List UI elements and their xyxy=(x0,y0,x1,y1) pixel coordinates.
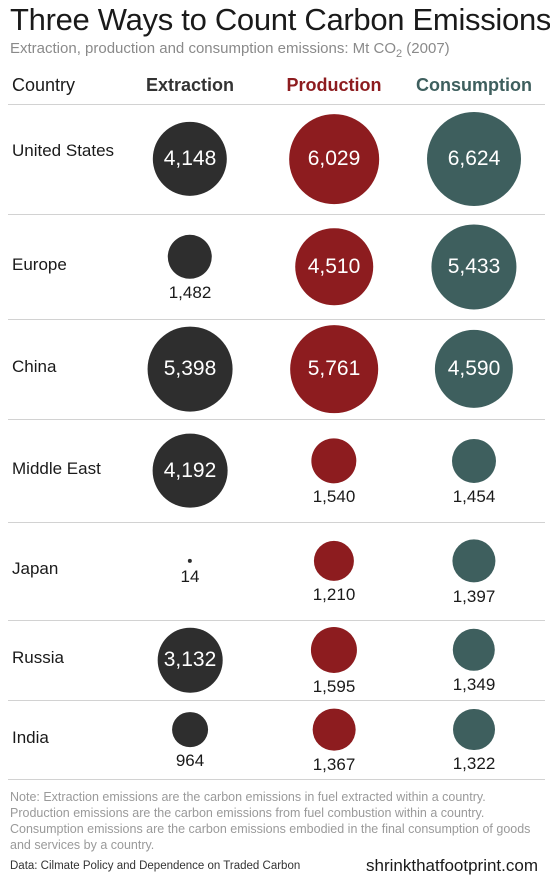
extraction-bubble xyxy=(172,711,208,748)
production-value-label: 1,367 xyxy=(312,754,356,774)
subtitle-suffix: (2007) xyxy=(402,40,450,57)
row-divider xyxy=(8,214,545,215)
footnote: Note: Extraction emissions are the carbo… xyxy=(10,790,531,852)
production-value-label: 1,595 xyxy=(312,677,356,697)
chart-title: Three Ways to Count Carbon Emissions xyxy=(10,2,550,37)
consumption-value-label: 1,322 xyxy=(452,754,496,774)
subtitle-prefix: Extraction, production and consumption e… xyxy=(10,40,397,57)
production-bubble xyxy=(311,437,357,484)
consumption-bubble xyxy=(452,628,496,672)
production-value-label: 1,210 xyxy=(312,585,356,605)
extraction-value-label: 3,132 xyxy=(163,648,217,671)
row-divider xyxy=(8,419,545,420)
production-value-label: 6,029 xyxy=(307,147,361,170)
column-header-country: Country xyxy=(12,75,76,95)
country-label: Russia xyxy=(12,648,64,667)
extraction-value-label: 1,482 xyxy=(168,282,212,302)
extraction-bubble xyxy=(152,433,228,508)
row-divider xyxy=(8,104,545,105)
production-bubble xyxy=(310,626,358,674)
consumption-bubble xyxy=(451,438,497,483)
production-bubble xyxy=(295,227,373,306)
column-header-extraction: Extraction xyxy=(145,75,235,95)
production-value-label: 5,761 xyxy=(307,357,361,380)
production-value-label: 4,510 xyxy=(307,254,361,278)
consumption-bubble xyxy=(431,223,517,310)
site-credit: shrinkthatfootprint.com xyxy=(366,856,538,875)
extraction-bubble xyxy=(147,326,233,412)
extraction-value-label: 964 xyxy=(175,751,205,771)
extraction-bubble xyxy=(187,558,193,564)
consumption-value-label: 5,433 xyxy=(447,254,501,278)
column-header-consumption: Consumption xyxy=(416,75,532,95)
row-divider xyxy=(8,620,545,621)
consumption-value-label: 4,590 xyxy=(447,357,501,380)
consumption-value-label: 1,454 xyxy=(452,486,496,506)
production-bubble xyxy=(313,540,355,582)
country-label: Middle East xyxy=(12,458,101,478)
production-bubble xyxy=(312,708,356,751)
row-divider xyxy=(8,522,545,523)
extraction-bubble xyxy=(157,627,223,693)
extraction-value-label: 4,192 xyxy=(163,458,217,482)
chart-subtitle: Extraction, production and consumption e… xyxy=(10,40,450,60)
consumption-value-label: 6,624 xyxy=(447,147,501,170)
consumption-bubble xyxy=(452,539,496,583)
extraction-value-label: 5,398 xyxy=(163,357,217,380)
production-bubble xyxy=(290,325,378,413)
column-header-production: Production xyxy=(286,75,382,95)
consumption-bubble xyxy=(434,329,514,409)
consumption-bubble xyxy=(427,112,521,206)
row-divider xyxy=(8,779,545,780)
extraction-bubble xyxy=(152,121,228,197)
country-label: Japan xyxy=(12,559,59,578)
consumption-bubble xyxy=(453,708,495,751)
row-divider xyxy=(8,319,545,320)
consumption-value-label: 1,397 xyxy=(452,586,496,606)
consumption-value-label: 1,349 xyxy=(452,675,496,695)
country-label: India xyxy=(12,727,49,747)
production-value-label: 1,540 xyxy=(312,487,356,507)
extraction-value-label: 4,148 xyxy=(163,147,217,170)
country-label: Europe xyxy=(12,254,67,274)
country-label: United States xyxy=(12,141,115,160)
data-source: Data: Cilmate Policy and Dependence on T… xyxy=(10,860,301,872)
subtitle-subscript: 2 xyxy=(396,48,403,60)
extraction-bubble xyxy=(167,234,213,279)
production-bubble xyxy=(289,114,379,204)
row-divider xyxy=(8,700,545,701)
extraction-value-label: 14 xyxy=(180,567,200,587)
country-label: China xyxy=(12,357,57,376)
